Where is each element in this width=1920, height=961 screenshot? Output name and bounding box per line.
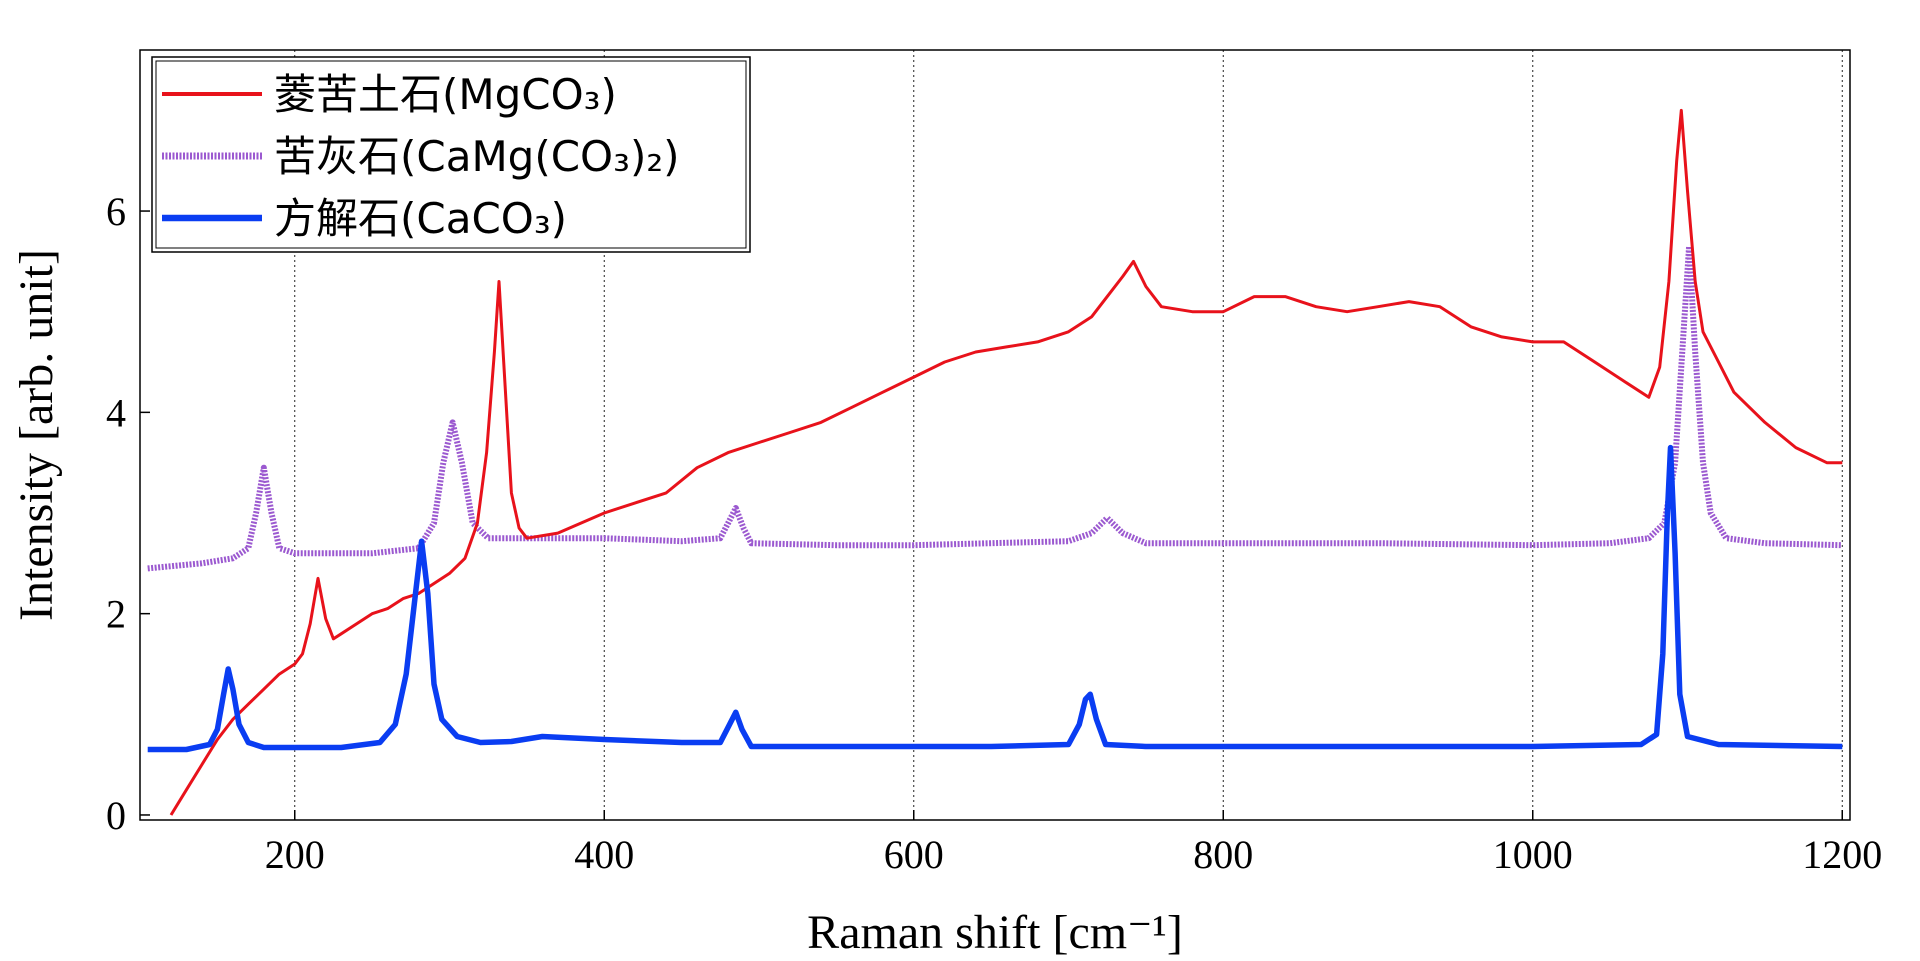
x-tick-label: 600	[884, 832, 944, 877]
x-axis-label: Raman shift [cm⁻¹]	[807, 906, 1183, 959]
y-tick-label: 2	[106, 592, 126, 637]
y-tick-label: 0	[106, 793, 126, 838]
axis-ticks: 200 400 600 800 1000 1200 0 2 4 6	[106, 189, 1882, 877]
series-line-0	[169, 108, 1843, 816]
y-tick-label: 4	[106, 390, 126, 435]
plot-frame	[139, 49, 1851, 821]
y-axis-label: Intensity [arb. unit]	[10, 249, 63, 621]
x-tick-label: 800	[1193, 832, 1253, 877]
x-tick-label: 400	[574, 832, 634, 877]
legend-frame-inner	[155, 60, 747, 249]
grid-lines	[294, 50, 1843, 820]
x-tick-label: 1000	[1493, 832, 1573, 877]
x-tick-label: 1200	[1802, 832, 1882, 877]
y-tick-label: 6	[106, 189, 126, 234]
legend-label-1: 苦灰石(CaMg(CO₃)₂)	[274, 132, 680, 181]
series-layer	[147, 108, 1843, 816]
x-tick-label: 200	[265, 832, 325, 877]
legend-frame-outer	[151, 56, 751, 253]
legend-label-0: 菱苦土石(MgCO₃)	[274, 70, 617, 119]
series-line-1	[147, 243, 1843, 572]
series-line-2	[147, 444, 1843, 753]
legend-label-2: 方解石(CaCO₃)	[274, 194, 567, 243]
legend: 菱苦土石(MgCO₃) 苦灰石(CaMg(CO₃)₂) 方解石(CaCO₃)	[151, 56, 751, 253]
